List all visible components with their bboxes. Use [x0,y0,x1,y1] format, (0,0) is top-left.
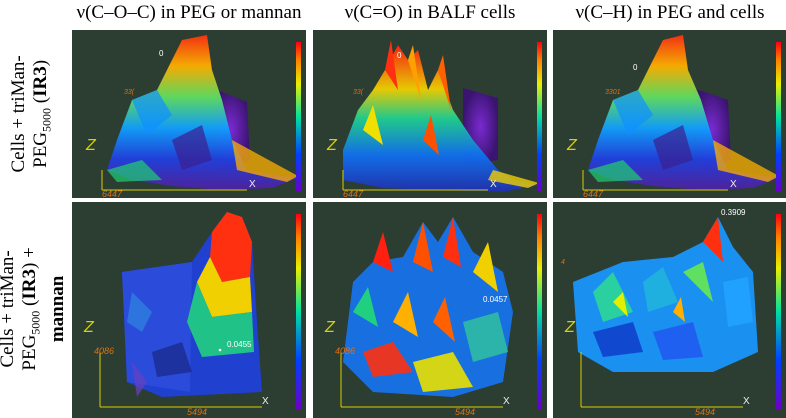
y-value-label: 4086 [94,346,114,356]
row2-end: ) + [19,247,41,270]
row1-sub: 5000 [39,108,54,133]
row1-peg: PEG [30,132,52,168]
x-value-label: 6447 [343,189,364,198]
side-label: 33( [353,89,364,96]
y-value-label: 4086 [335,346,355,356]
x-axis-label: X [490,179,497,190]
row2-peg: PEG [19,334,41,371]
row1-paren: ( [30,96,52,109]
column-title-co: ν(C=O) in BALF cells [344,2,516,23]
z-axis-label: Z [83,319,95,336]
x-axis-label: X [743,396,750,407]
z-axis-label: Z [566,137,578,154]
row2-line3: mannan [46,275,68,343]
peak-label: 0 [397,51,402,60]
row1-end: ) [30,60,52,67]
annotation-label: 0.0455 [227,340,252,349]
z-axis-label: Z [324,319,336,336]
z-axis-label: Z [85,137,97,154]
x-value-label: 5494 [187,407,207,417]
x-axis-label: X [249,179,256,190]
row2-bold: IR3 [19,269,41,300]
row-label-2: Cells + triMan- PEG5000 (IR3) + mannan [0,200,68,418]
row2-paren: ( [19,299,41,311]
surface-panel-6: Z X 5494 4 0.3909 [553,202,786,418]
row1-line1: Cells + triMan- [8,55,30,173]
x-value-label: 6447 [102,189,123,198]
peak-label: 0 [633,63,638,72]
surface-panel-4: Z X 5494 4086 0.0455 [72,202,306,418]
column-title-ch: ν(C–H) in PEG and cells [575,2,765,23]
x-axis-label: X [262,396,269,407]
annotation-label: 0.0457 [483,295,508,304]
row-label-1: Cells + triMan- PEG5000 (IR3) [0,30,66,198]
x-axis-label: X [730,179,737,190]
surface-panel-2: Z X 6447 0 33( [313,30,547,198]
side-label: 4 [561,259,565,266]
side-label: 3301 [605,89,621,96]
peak-label: 0 [159,49,164,58]
x-axis-label: X [503,396,510,407]
annotation-label: 0.3909 [721,208,746,217]
surface-panel-1: Z X 6447 0 33( [72,30,306,198]
side-label: 33( [124,89,135,96]
x-value-label: 5494 [455,407,475,417]
row2-sub: 5000 [28,310,43,335]
z-axis-label: Z [326,137,338,154]
column-title-coc: ν(C–O–C) in PEG or mannan [76,2,302,23]
row1-bold: IR3 [30,66,52,97]
z-axis-label: Z [564,319,576,336]
x-value-label: 5494 [695,407,715,417]
surface-panel-3: Z X 6447 0 3301 [553,30,786,198]
surface-panel-5: Z X 5494 4086 0.0457 [313,202,547,418]
x-value-label: 6447 [583,189,604,198]
row2-line1: Cells + triMan- [0,250,19,368]
